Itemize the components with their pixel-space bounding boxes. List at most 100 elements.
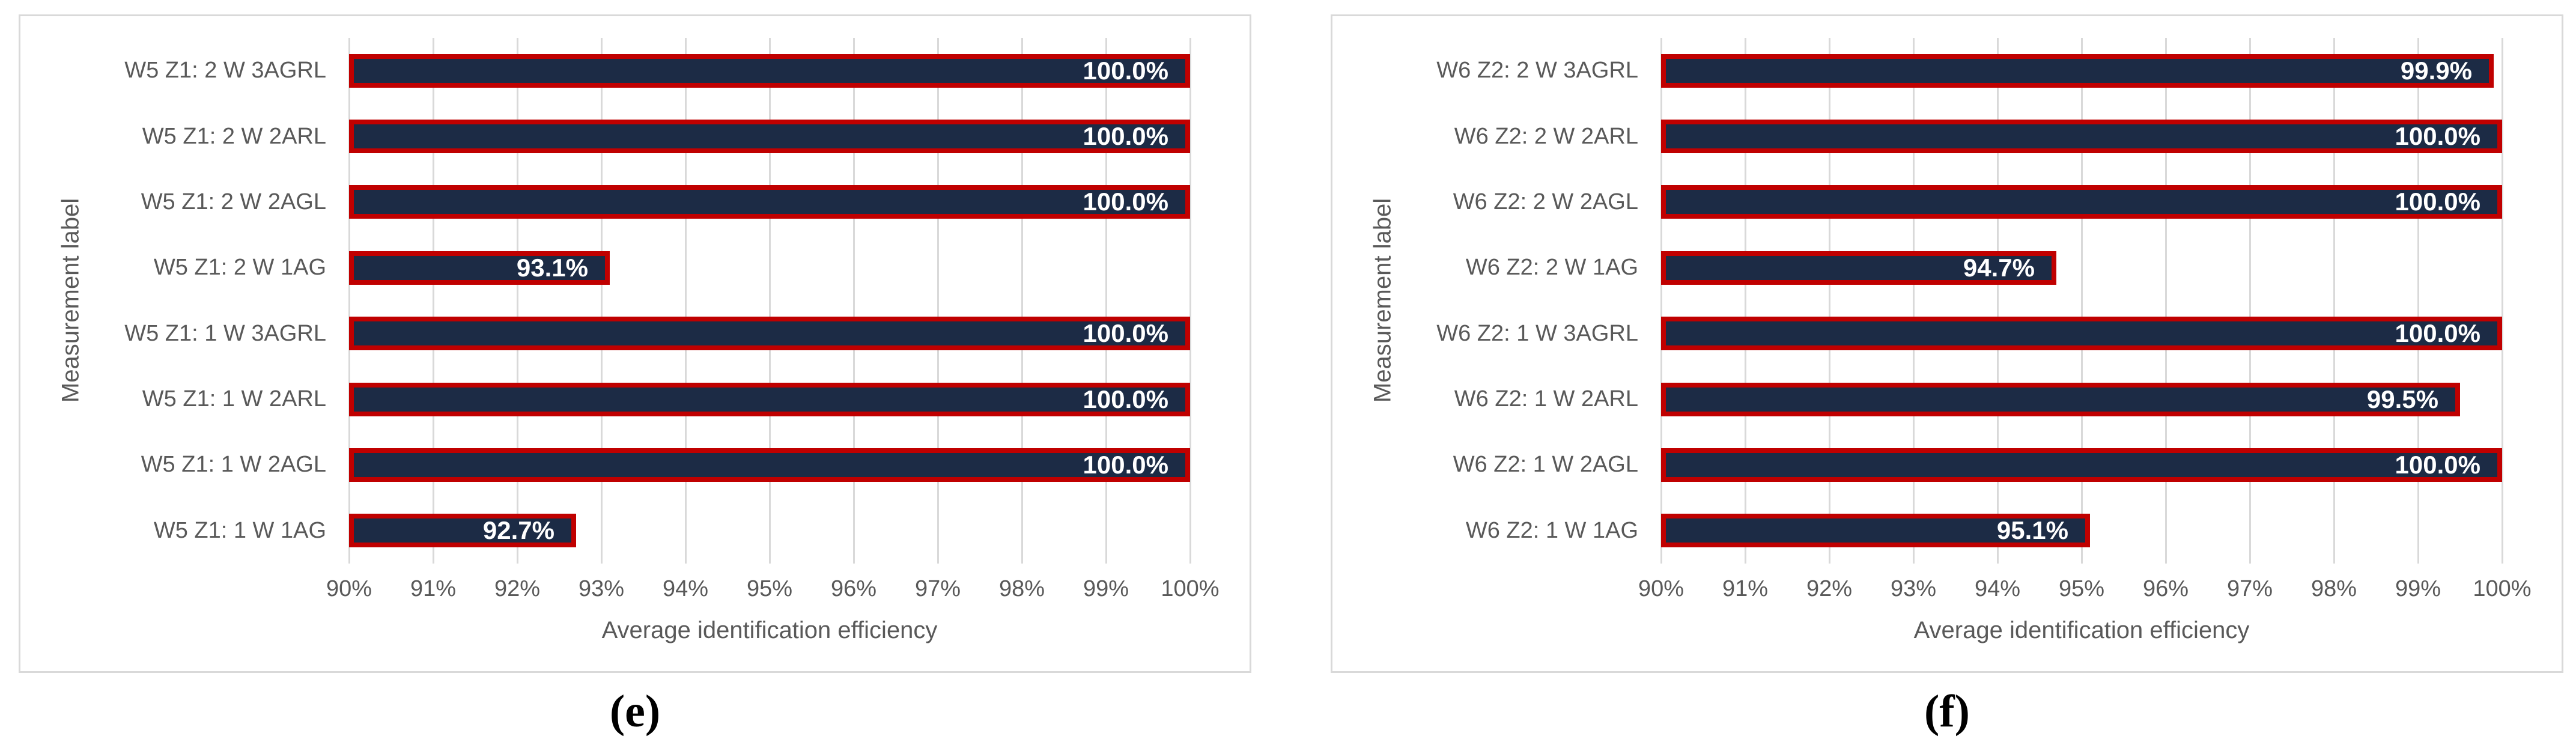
x-axis-ticks: 90% 91% 92% 93% 94% 95% 96% 97% 98% 99% 100% — [326, 572, 1220, 606]
grid-layer — [1660, 38, 2503, 564]
category-label: W6 Z2: 2 W 2ARL — [1454, 123, 1638, 149]
category-label: W5 Z1: 1 W 2ARL — [142, 386, 326, 412]
bar: 99.9% — [1661, 53, 2494, 88]
x-tick-label: 96% — [2142, 576, 2189, 601]
gridline — [1021, 38, 1023, 564]
bar: 100.0% — [349, 185, 1190, 219]
x-tick-label: 99% — [1083, 576, 1129, 601]
x-tick-label: 95% — [2058, 576, 2105, 601]
x-tick-label: 98% — [998, 576, 1045, 601]
category-label: W5 Z1: 1 W 3AGRL — [124, 320, 326, 346]
x-tick-label: 94% — [662, 576, 709, 601]
bar: 95.1% — [1661, 514, 2090, 548]
x-axis-title: Average identification efficiency — [1913, 617, 2250, 643]
bar-track: 100.0% — [349, 301, 1190, 366]
bar-track: 100.0% — [1661, 103, 2502, 169]
gridline — [1997, 38, 1999, 564]
bar-value-label: 100.0% — [2395, 450, 2480, 479]
x-axis-title: Average identification efficiency — [601, 617, 938, 643]
x-tick-label: 91% — [410, 576, 457, 601]
gridline — [433, 38, 434, 564]
x-tick-label: 90% — [1638, 576, 1684, 601]
bar-value-label: 100.0% — [2395, 187, 2480, 216]
bar-row: W6 Z2: 1 W 2AGL 100.0% — [1332, 432, 2502, 497]
bar-value-label: 94.7% — [1963, 253, 2035, 282]
gridline — [2417, 38, 2419, 564]
bar-track: 100.0% — [349, 169, 1190, 235]
bar-track: 99.5% — [1661, 366, 2502, 432]
bar-row: W6 Z2: 1 W 3AGRL 100.0% — [1332, 301, 2502, 366]
bar-row: W5 Z1: 1 W 2ARL 100.0% — [20, 366, 1190, 432]
category-label: W5 Z1: 1 W 2AGL — [141, 452, 326, 478]
gridline — [1829, 38, 1830, 564]
gridline — [601, 38, 603, 564]
x-tick-label: 99% — [2395, 576, 2441, 601]
bars-layer: W5 Z1: 2 W 3AGRL 100.0% W5 Z1: 2 W 2ARL 100… — [20, 38, 1190, 564]
bar: 100.0% — [1661, 120, 2502, 154]
category-label: W5 Z1: 2 W 3AGRL — [124, 58, 326, 84]
bar-value-label: 100.0% — [1083, 319, 1168, 348]
figure-caption-f: (f) — [1924, 686, 1970, 737]
bar-row: W5 Z1: 1 W 1AG 92.7% — [20, 498, 1190, 564]
gridline — [2502, 38, 2503, 564]
gridline — [348, 38, 350, 564]
x-tick-label: 93% — [1890, 576, 1937, 601]
bar-value-label: 100.0% — [1083, 187, 1168, 216]
bar-track: 100.0% — [349, 38, 1190, 103]
bar-track: 100.0% — [1661, 301, 2502, 366]
gridline — [937, 38, 939, 564]
bar-track: 100.0% — [1661, 169, 2502, 235]
category-label: W5 Z1: 2 W 1AG — [153, 255, 326, 281]
bar-value-label: 100.0% — [2395, 319, 2480, 348]
bar: 100.0% — [349, 53, 1190, 88]
category-label: W6 Z2: 1 W 1AG — [1465, 517, 1638, 543]
x-tick-label: 93% — [578, 576, 625, 601]
bar: 100.0% — [349, 317, 1190, 351]
bar-track: 100.0% — [1661, 432, 2502, 497]
x-tick-label: 97% — [914, 576, 961, 601]
bar-track: 92.7% — [349, 498, 1190, 564]
x-tick-label: 100% — [1161, 576, 1220, 601]
bar-track: 99.9% — [1661, 38, 2502, 103]
x-tick-label: 95% — [746, 576, 793, 601]
bar-row: W5 Z1: 2 W 3AGRL 100.0% — [20, 38, 1190, 103]
bar: 93.1% — [349, 251, 610, 285]
gridline — [517, 38, 518, 564]
bar: 100.0% — [1661, 448, 2502, 482]
bar-row: W5 Z1: 1 W 3AGRL 100.0% — [20, 301, 1190, 366]
gridline — [2081, 38, 2083, 564]
bar-row: W6 Z2: 2 W 2AGL 100.0% — [1332, 169, 2502, 235]
x-tick-label: 100% — [2473, 576, 2532, 601]
bar-value-label: 99.5% — [2366, 385, 2438, 413]
x-tick-label: 90% — [326, 576, 372, 601]
gridline — [685, 38, 687, 564]
gridline — [2165, 38, 2167, 564]
x-tick-label: 91% — [1722, 576, 1769, 601]
x-tick-label: 92% — [494, 576, 541, 601]
bar: 100.0% — [349, 120, 1190, 154]
gridline — [2249, 38, 2251, 564]
bar: 99.5% — [1661, 382, 2460, 416]
chart-body: W6 Z2: 2 W 3AGRL 99.9% W6 Z2: 2 W 2ARL 100.… — [1332, 38, 2503, 564]
bar-track: 94.7% — [1661, 235, 2502, 300]
bar-track: 95.1% — [1661, 498, 2502, 564]
category-label: W6 Z2: 1 W 2ARL — [1454, 386, 1638, 412]
bar-row: W5 Z1: 1 W 2AGL 100.0% — [20, 432, 1190, 497]
gridline — [1189, 38, 1191, 564]
bar-track: 100.0% — [349, 366, 1190, 432]
bar-value-label: 100.0% — [2395, 122, 2480, 151]
bar-value-label: 100.0% — [1083, 122, 1168, 151]
category-label: W6 Z2: 1 W 2AGL — [1453, 452, 1638, 478]
bar-value-label: 99.9% — [2400, 56, 2472, 85]
bar-row: W5 Z1: 2 W 2ARL 100.0% — [20, 103, 1190, 169]
x-axis-ticks: 90% 91% 92% 93% 94% 95% 96% 97% 98% 99% 100% — [1638, 572, 2532, 606]
bar: 100.0% — [1661, 185, 2502, 219]
gridline — [2333, 38, 2335, 564]
bar-track: 100.0% — [349, 103, 1190, 169]
bar-row: W5 Z1: 2 W 1AG 93.1% — [20, 235, 1190, 300]
x-tick-label: 97% — [2226, 576, 2273, 601]
x-tick-label: 96% — [830, 576, 877, 601]
chart-body: W5 Z1: 2 W 3AGRL 100.0% W5 Z1: 2 W 2ARL 100… — [20, 38, 1191, 564]
gridline — [1660, 38, 1662, 564]
category-label: W6 Z2: 1 W 3AGRL — [1436, 320, 1638, 346]
